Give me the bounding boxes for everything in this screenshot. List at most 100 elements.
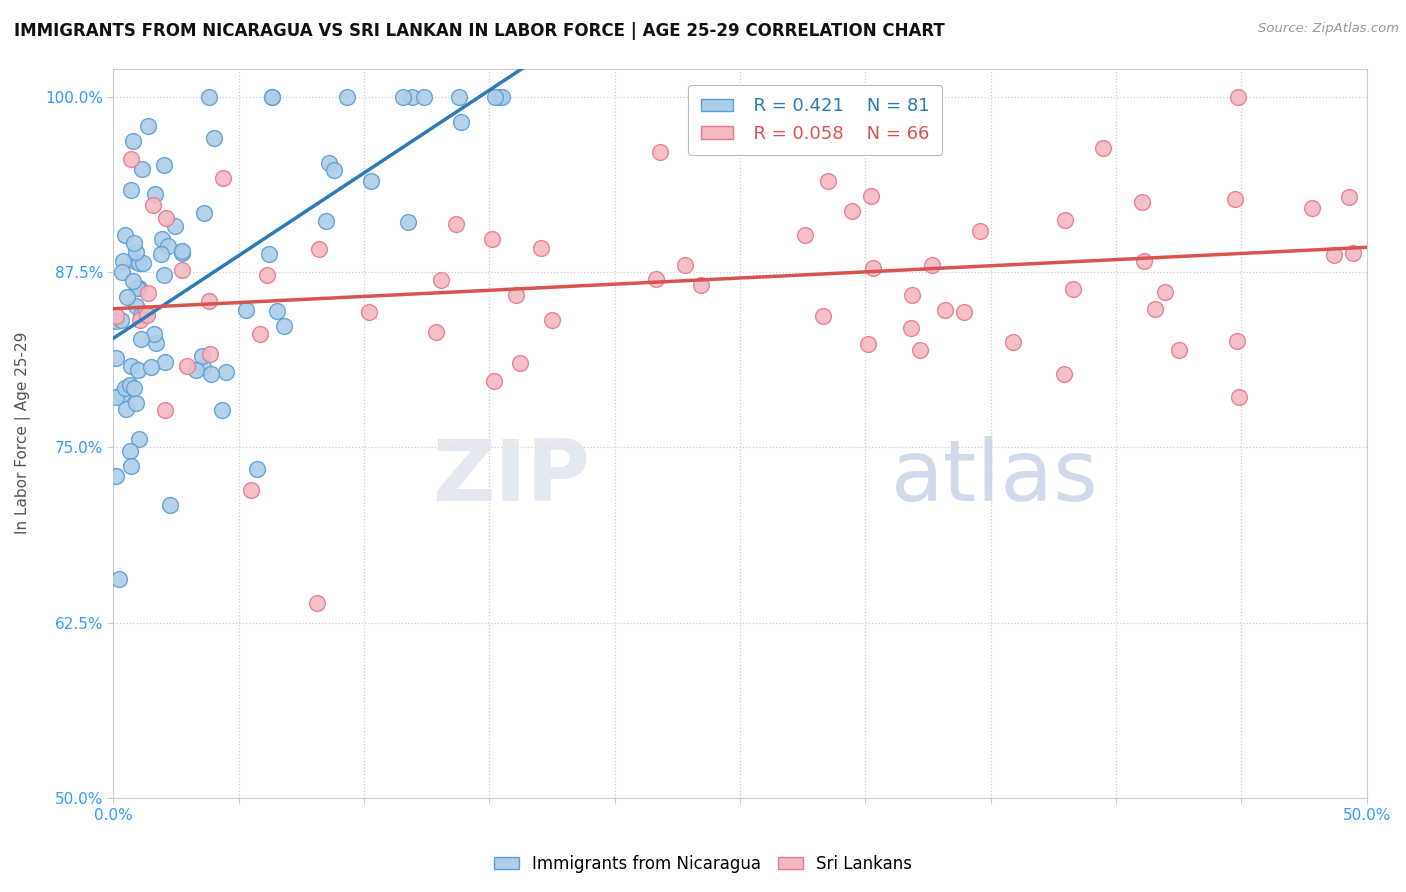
Point bbox=[122, 274, 145, 288]
Point bbox=[129, 332, 152, 346]
Point bbox=[246, 462, 269, 476]
Point bbox=[308, 242, 330, 256]
Point bbox=[1130, 195, 1153, 210]
Point bbox=[266, 304, 288, 318]
Point bbox=[150, 232, 173, 246]
Point bbox=[450, 114, 472, 128]
Point bbox=[1226, 334, 1249, 349]
Point bbox=[910, 343, 932, 357]
Point bbox=[145, 335, 167, 350]
Point bbox=[396, 215, 419, 229]
Point bbox=[240, 483, 263, 497]
Point bbox=[412, 89, 434, 103]
Point bbox=[104, 351, 127, 365]
Point bbox=[401, 89, 423, 103]
Point bbox=[120, 359, 142, 373]
Point bbox=[491, 89, 513, 103]
Point bbox=[125, 300, 148, 314]
Point bbox=[136, 285, 159, 300]
Point bbox=[142, 327, 165, 342]
Point bbox=[118, 377, 141, 392]
Point bbox=[143, 186, 166, 201]
Point bbox=[193, 359, 215, 374]
Point bbox=[104, 309, 127, 323]
Point bbox=[215, 365, 238, 379]
Point bbox=[488, 89, 510, 103]
Point bbox=[969, 224, 991, 238]
Point bbox=[128, 432, 150, 446]
Point bbox=[170, 246, 193, 260]
Point bbox=[1223, 192, 1246, 206]
Point bbox=[200, 368, 222, 382]
Point bbox=[392, 89, 415, 103]
Point bbox=[115, 401, 138, 416]
Point bbox=[120, 444, 142, 458]
Point bbox=[1323, 248, 1346, 262]
Point bbox=[336, 89, 359, 103]
Point bbox=[125, 395, 148, 409]
Point bbox=[1143, 301, 1166, 316]
Point bbox=[170, 262, 193, 277]
Point bbox=[132, 256, 155, 270]
Point bbox=[1133, 254, 1156, 268]
Point bbox=[127, 363, 149, 377]
Point bbox=[900, 287, 922, 301]
Point bbox=[212, 171, 235, 186]
Point bbox=[1092, 141, 1115, 155]
Point bbox=[859, 189, 882, 203]
Point bbox=[1227, 89, 1250, 103]
Point bbox=[541, 313, 564, 327]
Point bbox=[1337, 190, 1360, 204]
Point bbox=[509, 356, 531, 370]
Point bbox=[817, 173, 839, 187]
Point bbox=[128, 256, 150, 270]
Point bbox=[155, 211, 177, 225]
Point bbox=[273, 318, 295, 333]
Point bbox=[202, 131, 225, 145]
Point bbox=[482, 375, 505, 389]
Point bbox=[157, 239, 180, 253]
Point bbox=[139, 359, 162, 374]
Point bbox=[172, 244, 194, 258]
Point bbox=[953, 305, 976, 319]
Point bbox=[1062, 282, 1084, 296]
Point bbox=[900, 321, 922, 335]
Point bbox=[689, 278, 711, 293]
Point bbox=[111, 265, 134, 279]
Point bbox=[193, 206, 215, 220]
Point bbox=[444, 217, 467, 231]
Point bbox=[260, 89, 283, 103]
Point bbox=[124, 253, 146, 268]
Point bbox=[856, 336, 879, 351]
Point bbox=[315, 214, 337, 228]
Point bbox=[128, 313, 150, 327]
Point bbox=[136, 308, 159, 322]
Point bbox=[191, 349, 214, 363]
Point bbox=[644, 272, 666, 286]
Point bbox=[758, 128, 780, 143]
Point bbox=[430, 273, 453, 287]
Point bbox=[1341, 246, 1364, 260]
Text: Source: ZipAtlas.com: Source: ZipAtlas.com bbox=[1258, 22, 1399, 36]
Point bbox=[695, 119, 717, 133]
Point bbox=[256, 268, 278, 282]
Point bbox=[648, 145, 671, 160]
Point bbox=[155, 355, 177, 369]
Point bbox=[163, 219, 186, 233]
Point bbox=[153, 158, 176, 172]
Point bbox=[921, 258, 943, 272]
Point bbox=[153, 268, 176, 282]
Point bbox=[105, 469, 128, 483]
Point bbox=[184, 363, 207, 377]
Point bbox=[1167, 343, 1189, 357]
Point bbox=[447, 89, 470, 103]
Y-axis label: In Labor Force | Age 25-29: In Labor Force | Age 25-29 bbox=[15, 332, 31, 534]
Point bbox=[112, 254, 135, 268]
Point bbox=[425, 325, 447, 339]
Point bbox=[359, 305, 381, 319]
Point bbox=[1053, 213, 1076, 227]
Point bbox=[111, 387, 134, 401]
Text: atlas: atlas bbox=[890, 435, 1098, 518]
Point bbox=[811, 309, 834, 323]
Point bbox=[176, 359, 198, 374]
